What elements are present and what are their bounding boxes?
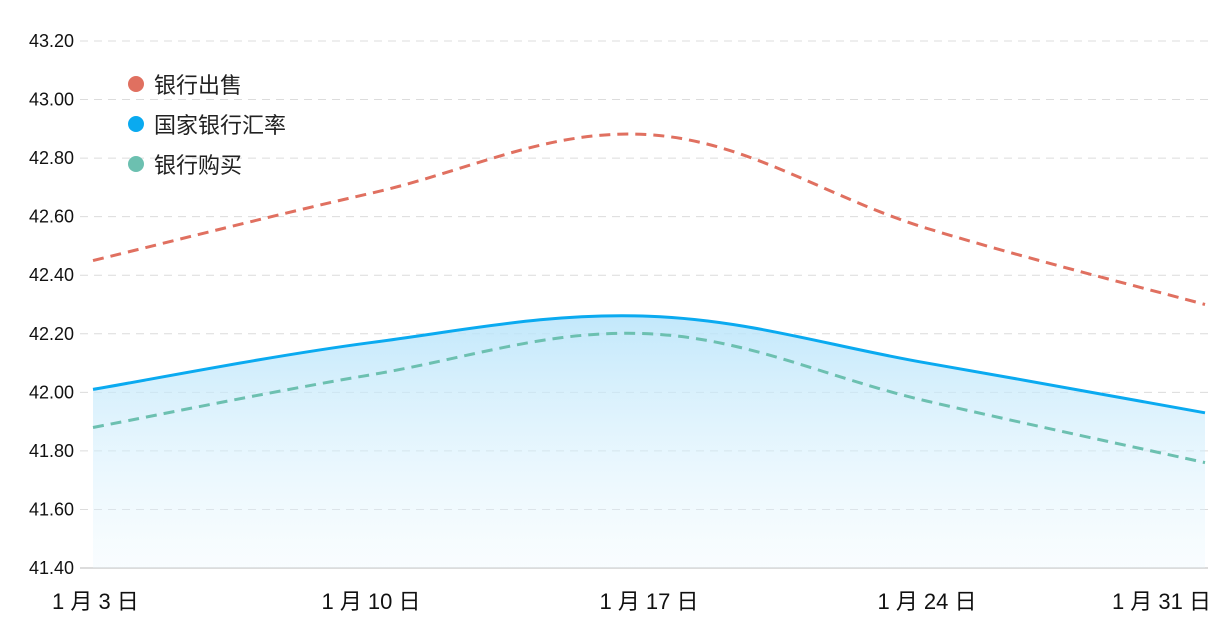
legend-label: 银行出售 <box>154 74 243 99</box>
area-fill <box>93 315 1205 568</box>
legend-dot-icon <box>128 116 144 132</box>
y-tick-label: 43.20 <box>29 31 74 51</box>
x-tick-label: 1 月 17 日 <box>599 589 698 614</box>
legend-dot-icon <box>128 76 144 92</box>
y-tick-label: 42.80 <box>29 148 74 168</box>
legend-item-national-bank-rate[interactable]: 国家银行汇率 <box>128 104 286 144</box>
y-tick-label: 42.20 <box>29 324 74 344</box>
y-tick-label: 41.80 <box>29 441 74 461</box>
y-tick-label: 42.00 <box>29 382 74 402</box>
legend-item-bank-sell[interactable]: 银行出售 <box>128 64 286 104</box>
series-line-2 <box>92 331 1206 465</box>
series-lines <box>92 132 1206 465</box>
legend-label: 国家银行汇率 <box>154 114 287 139</box>
series-line-0 <box>92 132 1206 306</box>
legend-item-bank-buy[interactable]: 银行购买 <box>128 144 286 184</box>
y-tick-label: 41.40 <box>29 558 74 578</box>
y-tick-label: 43.00 <box>29 90 74 110</box>
series-line-1 <box>92 314 1206 415</box>
y-tick-label: 42.40 <box>29 265 74 285</box>
x-tick-label: 1 月 3 日 <box>52 589 139 614</box>
x-tick-label: 1 月 31 日 <box>1112 589 1211 614</box>
x-tick-label: 1 月 24 日 <box>877 589 976 614</box>
series-area-fill <box>93 315 1205 568</box>
legend-dot-icon <box>128 156 144 172</box>
x-axis: 1 月 3 日 1 月 10 日 1 月 17 日 1 月 24 日 1 月 31 日 <box>52 589 1211 614</box>
legend: 银行出售 国家银行汇率 银行购买 <box>128 64 286 184</box>
y-tick-label: 42.60 <box>29 207 74 227</box>
y-tick-label: 41.60 <box>29 499 74 519</box>
legend-label: 银行购买 <box>154 154 243 179</box>
y-axis: 43.20 43.00 42.80 42.60 42.40 42.20 42.00 41.80… <box>29 31 74 578</box>
x-tick-label: 1 月 10 日 <box>321 589 420 614</box>
